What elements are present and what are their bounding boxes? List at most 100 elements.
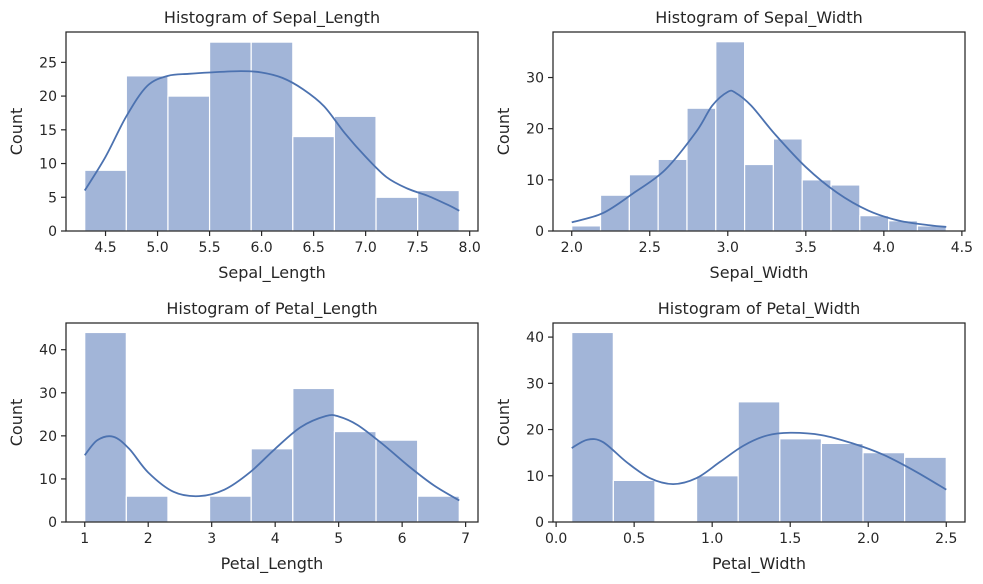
x-tick-label: 7.5 — [407, 240, 429, 256]
y-axis-label: Count — [494, 399, 513, 447]
chart-title: Histogram of Sepal_Length — [164, 8, 380, 28]
x-tick-label: 7 — [461, 531, 470, 547]
histogram-bar — [333, 430, 377, 523]
axes-frame — [552, 322, 966, 523]
y-axis-label: Count — [7, 108, 26, 156]
chart-petal-length: Histogram of Petal_Length 1 2 3 4 5 6 7 0 10 20 30 4… — [7, 299, 479, 574]
x-axis-label: Petal_Width — [712, 554, 806, 574]
x-tick-label: 6 — [398, 531, 407, 547]
histogram-bar — [417, 495, 460, 523]
y-tick-label: 0 — [48, 224, 57, 240]
y-tick-label: 0 — [535, 224, 544, 240]
y-tick-label: 0 — [48, 515, 57, 531]
histogram-bar — [292, 135, 336, 232]
histogram-bar — [686, 107, 717, 232]
histogram-bar — [695, 475, 739, 523]
histogram-bar — [250, 41, 294, 232]
chart-title: Histogram of Petal_Width — [658, 299, 861, 319]
x-tick-label: 4.5 — [94, 240, 116, 256]
chart-title: Histogram of Sepal_Width — [655, 8, 862, 28]
histogram-bar — [772, 138, 803, 232]
y-axis-label: Count — [7, 399, 26, 447]
kde-line — [571, 89, 947, 228]
histogram-bar — [779, 438, 823, 523]
x-tick-label: 2 — [144, 531, 153, 547]
histogram-bar — [830, 184, 861, 232]
x-tick-label: 4.0 — [873, 240, 895, 256]
histogram-bar — [859, 215, 890, 232]
x-tick-label: 5.5 — [198, 240, 220, 256]
x-tick-label: 5.0 — [146, 240, 168, 256]
x-tick-label: 3.5 — [795, 240, 817, 256]
x-axis-label: Petal_Length — [221, 554, 324, 574]
y-tick-label: 10 — [39, 157, 57, 173]
histogram-bar — [250, 448, 294, 523]
y-tick-label: 5 — [48, 190, 57, 206]
histogram-bar — [84, 331, 127, 523]
kde-line — [83, 70, 460, 212]
x-tick-label: 7.0 — [355, 240, 377, 256]
x-axis-label: Sepal_Length — [218, 263, 326, 283]
x-tick-label: 1.0 — [701, 531, 723, 547]
x-tick-label: 3.0 — [717, 240, 739, 256]
chart-sepal-length: Histogram of Sepal_Length 4.5 5.0 5.5 6.0 6.5… — [7, 8, 481, 283]
x-tick-label: 8.0 — [459, 240, 481, 256]
histogram-bar — [571, 225, 602, 232]
x-axis-label: Sepal_Width — [710, 263, 809, 283]
histogram-bar — [375, 196, 419, 232]
histogram-bar — [743, 163, 775, 232]
x-tick-label: 2.0 — [857, 531, 879, 547]
histogram-bar — [125, 75, 169, 232]
axes-frame — [65, 322, 479, 523]
y-tick-label: 40 — [39, 343, 57, 359]
x-tick-label: 4.5 — [951, 240, 973, 256]
x-tick-label: 2.5 — [639, 240, 661, 256]
histogram-bar — [571, 331, 614, 523]
histogram-bar — [737, 401, 781, 523]
x-tick-label: 0.5 — [623, 531, 645, 547]
y-tick-label: 10 — [526, 469, 544, 485]
chart-title: Histogram of Petal_Length — [166, 299, 377, 319]
histogram-bar — [333, 115, 377, 232]
y-tick-label: 10 — [39, 472, 57, 488]
x-tick-label: 6.5 — [302, 240, 324, 256]
histogram-bar — [862, 452, 906, 523]
histogram-bar — [904, 456, 947, 523]
chart-petal-width: Histogram of Petal_Width 0.0 0.5 1.0 1.5 2.0 2… — [494, 299, 966, 574]
x-tick-label: 1.5 — [779, 531, 801, 547]
y-tick-label: 10 — [526, 173, 544, 189]
histogram-bar — [657, 158, 688, 232]
chart-sepal-width: Histogram of Sepal_Width 2.0 2.5 3.0 3.5 4.0 4… — [494, 8, 973, 283]
y-tick-label: 25 — [39, 55, 57, 71]
histogram-bar — [801, 179, 832, 232]
histogram-bar — [599, 194, 630, 232]
kde-line — [571, 431, 947, 491]
histogram-bar — [628, 174, 659, 232]
x-tick-label: 5 — [334, 531, 343, 547]
x-tick-label: 4 — [271, 531, 280, 547]
y-tick-label: 20 — [526, 423, 544, 439]
y-tick-label: 15 — [39, 123, 57, 139]
histogram-bar — [375, 439, 419, 523]
axes-frame — [65, 31, 479, 232]
x-tick-label: 1 — [80, 531, 89, 547]
y-tick-label: 30 — [39, 386, 57, 402]
y-tick-label: 30 — [526, 71, 544, 87]
y-tick-label: 40 — [526, 330, 544, 346]
x-tick-label: 2.0 — [561, 240, 583, 256]
histogram-bar — [612, 479, 656, 523]
x-tick-label: 0.0 — [545, 531, 567, 547]
axes-frame — [552, 31, 966, 232]
x-tick-label: 2.5 — [935, 531, 957, 547]
y-tick-label: 20 — [39, 89, 57, 105]
y-tick-label: 20 — [526, 122, 544, 138]
histogram-bar — [292, 387, 336, 523]
histogram-bar — [820, 442, 864, 523]
y-axis-label: Count — [494, 108, 513, 156]
histogram-bar — [417, 189, 460, 232]
x-tick-label: 6.0 — [250, 240, 272, 256]
y-tick-label: 20 — [39, 429, 57, 445]
x-tick-label: 3 — [207, 531, 216, 547]
histogram-bar — [715, 41, 746, 232]
